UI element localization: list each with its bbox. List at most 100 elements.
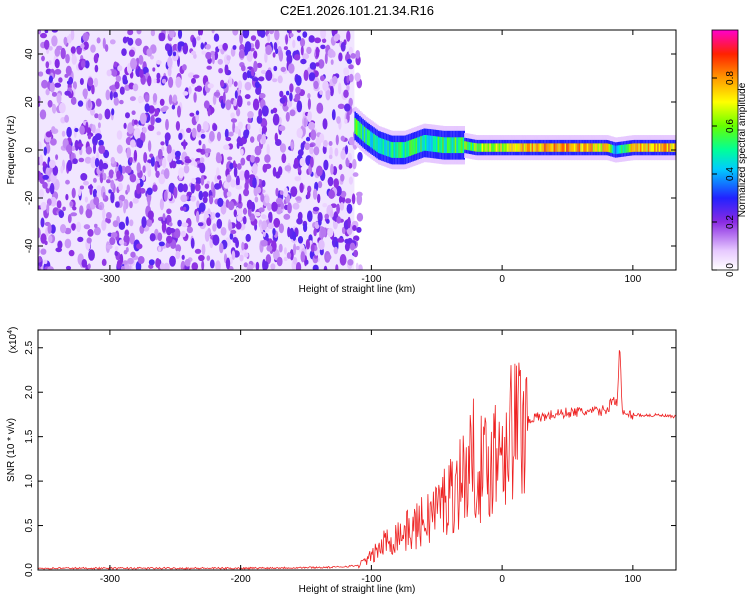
noise-blob: [79, 78, 84, 85]
noise-blob: [189, 157, 195, 166]
band-core: [614, 145, 618, 155]
noise-blob: [283, 213, 291, 220]
noise-blob: [338, 164, 343, 170]
noise-blob: [166, 208, 172, 215]
noise-blob: [236, 163, 242, 170]
noise-blob: [163, 262, 170, 270]
noise-blob: [347, 259, 354, 266]
noise-blob: [87, 99, 92, 109]
band-core: [453, 137, 456, 154]
band-core: [434, 136, 437, 152]
band-core: [396, 142, 400, 158]
noise-blob: [260, 69, 267, 75]
noise-blob: [300, 142, 305, 151]
noise-blob: [286, 100, 293, 108]
noise-blob: [230, 179, 237, 188]
band-core: [566, 143, 569, 152]
noise-blob: [68, 33, 72, 44]
noise-blob: [226, 191, 232, 198]
noise-blob: [70, 96, 77, 105]
noise-blob: [237, 95, 243, 108]
noise-blob: [110, 232, 118, 238]
noise-blob: [183, 206, 187, 211]
band-core: [442, 137, 445, 153]
noise-blob: [270, 109, 274, 114]
band-core: [500, 143, 503, 152]
band-core: [660, 143, 663, 152]
noise-blob: [356, 226, 362, 233]
noise-blob: [158, 246, 162, 252]
noise-blob: [150, 30, 156, 37]
noise-blob: [256, 186, 262, 194]
x-tick-label: -100: [361, 274, 381, 285]
noise-blob: [41, 79, 49, 89]
noise-blob: [338, 82, 342, 95]
band-core: [577, 143, 580, 152]
band-core: [432, 136, 436, 152]
noise-blob: [43, 259, 48, 264]
band-core: [559, 143, 563, 152]
noise-blob: [335, 264, 339, 270]
noise-blob: [289, 249, 294, 261]
noise-blob: [348, 176, 353, 185]
noise-blob: [202, 196, 208, 204]
noise-blob: [212, 94, 217, 105]
noise-blob: [217, 175, 222, 180]
snr-panel: -300 -200 -100 0 100 0.0 0.5 1.0 1.5 2.0 2.5 Heig…: [6, 327, 677, 595]
noise-blob: [336, 216, 342, 224]
band-core: [431, 135, 434, 152]
noise-blob: [320, 75, 325, 82]
noise-blob: [101, 258, 107, 266]
noise-blob: [340, 42, 346, 52]
x-tick-label: 0: [499, 574, 505, 585]
noise-blob: [352, 158, 357, 170]
noise-blob: [129, 201, 133, 209]
noise-blob: [333, 178, 340, 189]
noise-blob: [38, 141, 42, 151]
noise-blob: [49, 196, 57, 207]
noise-blob: [280, 66, 286, 73]
noise-blob: [87, 77, 94, 87]
noise-blob: [349, 242, 356, 251]
noise-blob: [296, 127, 303, 139]
noise-blob: [94, 113, 99, 119]
noise-blob: [112, 220, 119, 228]
noise-blob: [167, 191, 172, 199]
noise-blob: [155, 117, 162, 123]
noise-blob: [232, 160, 236, 169]
noise-blob: [94, 64, 99, 73]
noise-blob: [344, 103, 351, 112]
noise-blob: [197, 163, 205, 168]
noise-blob: [168, 228, 176, 233]
noise-blob: [297, 236, 304, 244]
noise-blob: [79, 125, 85, 135]
noise-blob: [289, 33, 294, 38]
noise-blob: [241, 241, 245, 251]
noise-blob: [341, 226, 346, 234]
noise-blob: [210, 50, 216, 56]
band-core: [525, 143, 528, 152]
top-x-axis-label: Height of straight line (km): [299, 284, 416, 295]
noise-blob: [97, 122, 101, 129]
band-core: [618, 145, 621, 154]
noise-blob: [216, 131, 222, 142]
noise-blob: [111, 108, 115, 116]
noise-blob: [358, 264, 363, 270]
band-core: [616, 145, 619, 154]
band-core: [665, 143, 668, 152]
noise-blob: [105, 217, 109, 223]
noise-blob: [65, 144, 73, 153]
noise-blob: [250, 155, 256, 163]
band-core: [658, 143, 662, 152]
noise-blob: [190, 182, 195, 194]
noise-blob: [207, 83, 214, 89]
noise-blob: [319, 133, 325, 143]
noise-blob: [302, 53, 310, 60]
noise-blob: [279, 143, 287, 153]
noise-blob: [38, 102, 41, 108]
band-core: [495, 143, 498, 152]
noise-blob: [211, 212, 216, 220]
noise-blob: [330, 210, 334, 219]
noise-blob: [236, 137, 243, 144]
noise-blob: [161, 221, 167, 233]
